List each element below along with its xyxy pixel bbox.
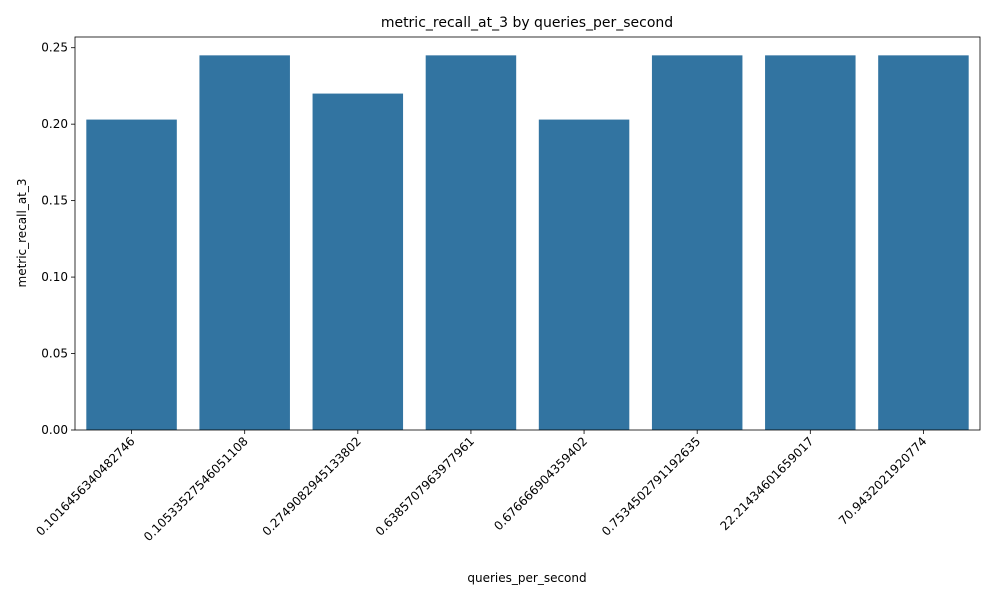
y-tick-label-4: 0.20 xyxy=(41,117,68,131)
y-tick-label-0: 0.00 xyxy=(41,423,68,437)
y-tick-label-2: 0.10 xyxy=(41,270,68,284)
y-axis-label: metric_recall_at_3 xyxy=(15,178,29,287)
x-axis-label: queries_per_second xyxy=(467,571,586,585)
y-tick-label-3: 0.15 xyxy=(41,194,68,208)
x-tick-label-6: 22.21434601659017 xyxy=(717,434,816,533)
plot-frame xyxy=(74,36,981,431)
bar-0 xyxy=(86,119,177,430)
x-tick-label-1: 0.10533527546051108 xyxy=(141,434,251,544)
x-tick-label-7: 70.9432021920774 xyxy=(836,434,930,528)
bar-2 xyxy=(312,93,404,430)
x-tick-label-0: 0.1016456340482746 xyxy=(33,434,137,538)
bar-5 xyxy=(651,55,743,430)
bar-7 xyxy=(878,55,969,430)
x-tick-label-5: 0.7534502791192635 xyxy=(599,434,703,538)
bars-group xyxy=(86,55,969,430)
x-tick-label-4: 0.676666904359402 xyxy=(491,434,590,533)
y-tick-label-5: 0.25 xyxy=(41,41,68,55)
bar-3 xyxy=(425,55,517,430)
bar-6 xyxy=(765,55,856,430)
x-tick-label-2: 0.2749082945133802 xyxy=(260,434,364,538)
x-axis: 0.1016456340482746 0.10533527546051108 0.2… xyxy=(33,430,930,544)
bar-1 xyxy=(199,55,290,430)
y-tick-label-1: 0.05 xyxy=(41,347,68,361)
y-axis: 0.00 0.05 0.10 0.15 0.20 0.25 xyxy=(41,41,75,437)
bar-4 xyxy=(538,119,630,430)
chart-title: metric_recall_at_3 by queries_per_second xyxy=(381,15,673,31)
x-tick-label-3: 0.6385707963977961 xyxy=(373,434,477,538)
